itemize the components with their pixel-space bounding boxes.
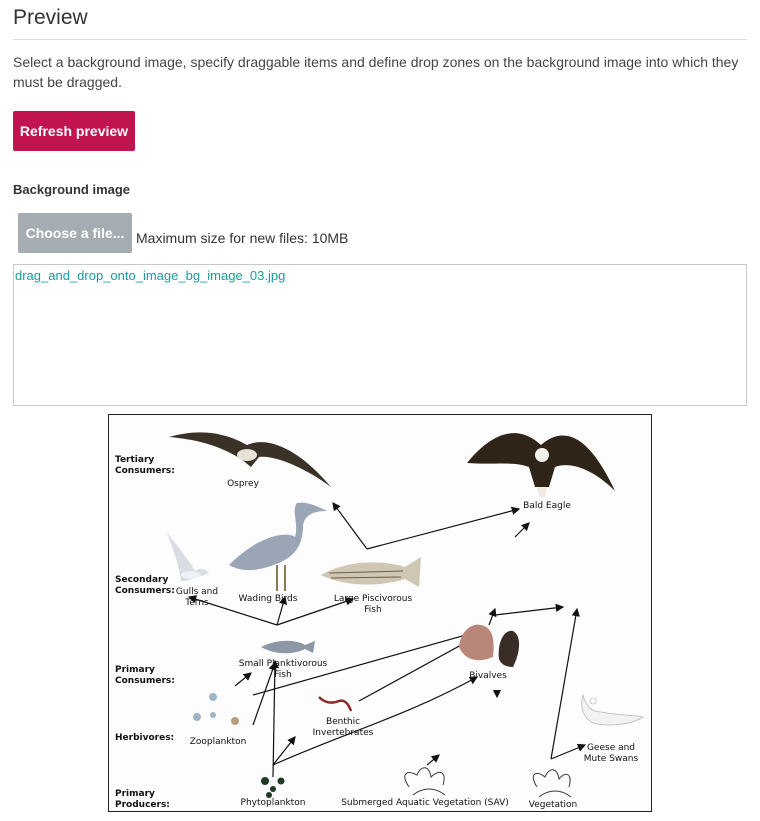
choose-file-button[interactable]: Choose a file... bbox=[18, 213, 132, 253]
worm-icon bbox=[318, 696, 353, 712]
intro-text: Select a background image, specify dragg… bbox=[13, 54, 739, 90]
label-bivalves: Bivalves bbox=[469, 671, 507, 681]
label-geese-swans: Geese and Mute Swans bbox=[583, 743, 639, 764]
max-size-text: Maximum size for new files: 10MB bbox=[136, 230, 349, 246]
label-small-planktivorous-fish: Small Planktivorous Fish bbox=[238, 659, 328, 680]
gull-icon bbox=[167, 533, 209, 581]
file-link[interactable]: drag_and_drop_onto_image_bg_image_03.jpg bbox=[15, 268, 286, 283]
level-herbivores: Herbivores: bbox=[115, 733, 175, 743]
zooplankton-icon bbox=[193, 693, 239, 725]
label-phytoplankton: Phytoplankton bbox=[240, 798, 306, 808]
osprey-icon bbox=[169, 432, 331, 487]
herring-icon bbox=[261, 640, 315, 654]
level-primary: Primary Consumers: bbox=[115, 665, 175, 686]
food-web-arrows bbox=[187, 502, 587, 778]
level-tertiary: Tertiary Consumers: bbox=[115, 455, 175, 476]
eagle-icon bbox=[467, 433, 615, 497]
label-zooplankton: Zooplankton bbox=[189, 737, 247, 747]
clam-icon bbox=[459, 624, 520, 667]
label-benthic-invertebrates: Benthic Invertebrates bbox=[312, 717, 374, 738]
heron-icon bbox=[229, 502, 327, 591]
level-secondary: Secondary Consumers: bbox=[115, 575, 175, 596]
label-wading-birds: Wading Birds bbox=[238, 594, 298, 604]
bass-icon bbox=[321, 557, 421, 587]
sav-plant-icon bbox=[404, 767, 446, 796]
label-osprey: Osprey bbox=[227, 479, 259, 489]
swan-icon bbox=[581, 693, 645, 726]
page-title: Preview bbox=[13, 6, 88, 29]
file-drop-area[interactable]: drag_and_drop_onto_image_bg_image_03.jpg bbox=[13, 264, 747, 406]
label-gulls-terns: Gulls and Terns bbox=[175, 587, 219, 608]
background-image-label: Background image bbox=[13, 182, 131, 197]
food-web-graphics bbox=[167, 432, 645, 798]
label-vegetation: Vegetation bbox=[528, 800, 578, 810]
phytoplankton-icon bbox=[261, 777, 285, 798]
label-bald-eagle: Bald Eagle bbox=[523, 501, 571, 511]
food-web-diagram: Tertiary Consumers: Secondary Consumers:… bbox=[108, 414, 652, 812]
divider bbox=[13, 39, 747, 40]
label-sav: Submerged Aquatic Vegetation (SAV) bbox=[341, 798, 509, 808]
vegetation-plant-icon bbox=[532, 769, 572, 798]
refresh-preview-button[interactable]: Refresh preview bbox=[13, 111, 135, 151]
label-large-piscivorous-fish: Large Piscivorous Fish bbox=[333, 594, 413, 615]
level-producers: Primary Producers: bbox=[115, 789, 170, 810]
